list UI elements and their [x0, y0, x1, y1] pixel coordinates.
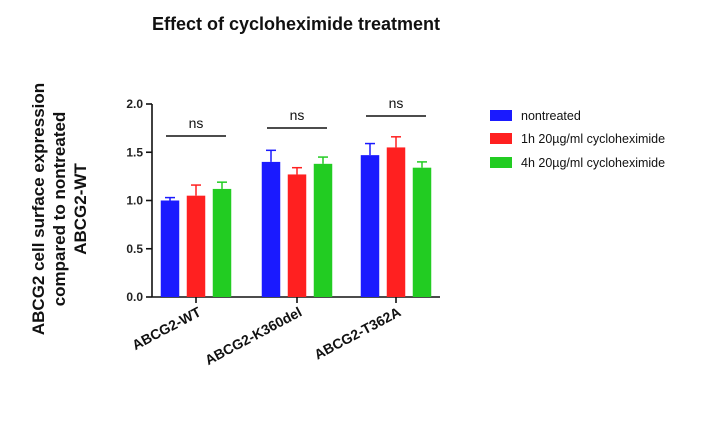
significance-label: ns [389, 95, 404, 111]
legend: nontreated 1h 20µg/ml cycloheximide 4h 20µ… [490, 109, 665, 170]
legend-swatch [490, 133, 512, 144]
x-tick-label: ABCG2-K360del [202, 304, 304, 369]
bar [186, 195, 206, 297]
bar [313, 163, 333, 297]
y-axis-label-line-1: ABCG2 cell surface expression [29, 83, 48, 335]
y-axis: 0.0 0.5 1.0 1.5 2.0 [126, 97, 153, 304]
significance-label: ns [290, 107, 305, 123]
y-axis-label-line-3: ABCG2-WT [71, 163, 90, 255]
x-tick-label: ABCG2-T362A [311, 304, 403, 363]
y-axis-label-line-2: compared to nontreated [50, 112, 69, 307]
legend-label: nontreated [521, 109, 581, 123]
bar [360, 155, 380, 297]
y-tick-label: 2.0 [126, 97, 143, 111]
bars [160, 136, 432, 297]
y-axis-label: ABCG2 cell surface expression compared t… [29, 83, 90, 335]
legend-swatch [490, 157, 512, 168]
legend-swatch [490, 110, 512, 121]
bar [261, 161, 281, 297]
y-tick-label: 0.5 [126, 242, 143, 256]
significance-label: ns [189, 115, 204, 131]
bar [386, 147, 406, 297]
y-tick-label: 1.5 [126, 145, 143, 159]
legend-label: 1h 20µg/ml cycloheximide [521, 132, 665, 146]
bar [287, 174, 307, 297]
bar [212, 188, 232, 297]
y-tick-label: 1.0 [126, 194, 143, 208]
x-tick-label: ABCG2-WT [129, 303, 204, 353]
bar [412, 167, 432, 297]
y-tick-label: 0.0 [126, 290, 143, 304]
legend-label: 4h 20µg/ml cycloheximide [521, 156, 665, 170]
chart-title: Effect of cycloheximide treatment [152, 14, 440, 34]
bar [160, 200, 180, 297]
significance-annotations: ns ns ns [166, 95, 426, 137]
